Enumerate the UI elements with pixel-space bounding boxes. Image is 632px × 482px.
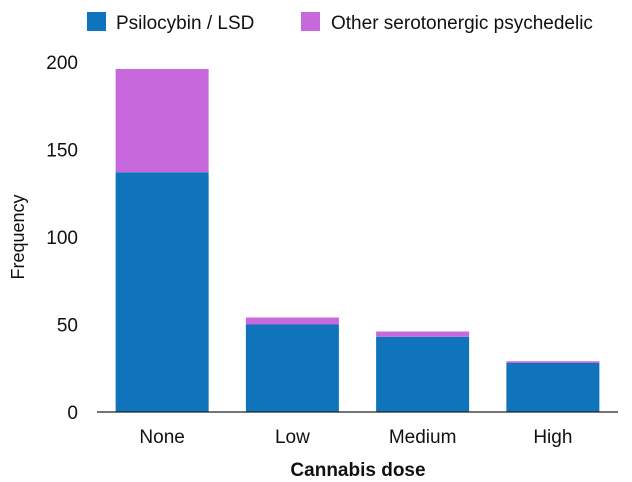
- x-tick-label: High: [533, 427, 572, 448]
- bar-high-series-1: [506, 363, 600, 412]
- bar-low-series-1: [245, 324, 339, 412]
- legend-label-other-psychedelic: Other serotonergic psychedelic: [331, 13, 593, 34]
- bars: [115, 69, 600, 412]
- y-tick-label: 200: [46, 53, 78, 74]
- legend-swatch-other-psychedelic: [301, 12, 320, 31]
- bar-high-series-2: [506, 361, 600, 363]
- legend-swatch-psilocybin-lsd: [87, 12, 106, 31]
- legend-label-psilocybin-lsd: Psilocybin / LSD: [116, 13, 254, 34]
- x-axis-title: Cannabis dose: [290, 460, 425, 481]
- x-tick-label: Medium: [389, 427, 457, 448]
- bar-none-series-1: [115, 172, 209, 412]
- bar-none-series-2: [115, 69, 209, 173]
- bar-medium-series-1: [376, 336, 470, 412]
- y-tick-label: 50: [57, 316, 78, 337]
- y-tick-label: 150: [46, 141, 78, 162]
- x-tick-label: Low: [275, 427, 310, 448]
- y-tick-label: 100: [46, 228, 78, 249]
- y-axis-title: Frequency: [8, 194, 28, 279]
- bar-medium-series-2: [376, 331, 470, 337]
- x-axis-ticks: None Low Medium High: [139, 427, 572, 448]
- y-tick-label: 0: [67, 403, 78, 424]
- bar-low-series-2: [245, 317, 339, 325]
- legend: Psilocybin / LSD Other serotonergic psyc…: [87, 12, 593, 34]
- y-axis-ticks: 0 50 100 150 200: [46, 53, 78, 424]
- x-tick-label: None: [139, 427, 184, 448]
